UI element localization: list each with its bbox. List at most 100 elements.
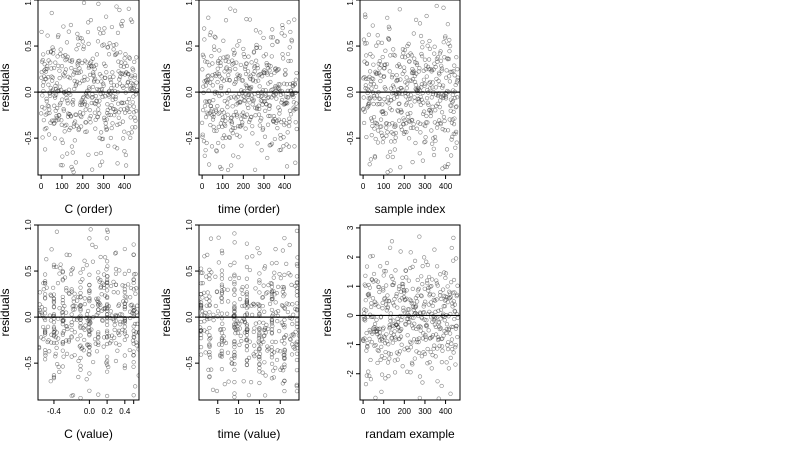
data-point bbox=[71, 124, 76, 129]
data-point bbox=[76, 358, 81, 364]
data-point bbox=[223, 58, 228, 64]
data-point bbox=[361, 338, 366, 343]
data-point bbox=[294, 318, 299, 323]
data-point bbox=[247, 339, 252, 344]
data-point bbox=[122, 129, 127, 134]
y-tick-label: 0.5 bbox=[24, 40, 33, 52]
data-point bbox=[122, 304, 127, 310]
data-point bbox=[119, 312, 125, 317]
data-point bbox=[45, 33, 50, 38]
x-tick-label: 0.0 bbox=[84, 407, 96, 416]
data-point bbox=[365, 340, 370, 346]
data-point bbox=[42, 327, 48, 333]
data-point bbox=[74, 112, 79, 117]
data-point bbox=[447, 37, 452, 43]
data-point bbox=[434, 3, 439, 9]
data-point bbox=[387, 323, 392, 328]
data-point bbox=[408, 92, 413, 98]
x-axis-title: time (order) bbox=[218, 202, 280, 216]
data-point bbox=[87, 321, 92, 326]
data-point bbox=[404, 121, 409, 126]
data-point bbox=[234, 60, 239, 65]
data-point bbox=[132, 332, 137, 337]
data-point bbox=[288, 337, 293, 342]
data-point bbox=[445, 343, 450, 348]
data-point bbox=[370, 76, 375, 81]
data-point bbox=[221, 334, 226, 339]
x-tick-label: 200 bbox=[398, 407, 412, 416]
data-point bbox=[267, 301, 273, 306]
data-point bbox=[441, 5, 446, 10]
data-point bbox=[52, 103, 57, 108]
data-point bbox=[90, 167, 95, 172]
data-point bbox=[232, 391, 237, 396]
data-point bbox=[392, 139, 397, 144]
data-point bbox=[255, 63, 260, 68]
data-point bbox=[214, 149, 219, 154]
data-point bbox=[63, 57, 68, 63]
data-point bbox=[445, 22, 450, 27]
data-point bbox=[435, 346, 440, 351]
data-point bbox=[269, 261, 275, 266]
data-point bbox=[104, 335, 110, 340]
data-point bbox=[131, 393, 136, 398]
data-point bbox=[291, 332, 296, 337]
data-point bbox=[455, 292, 460, 298]
data-point bbox=[370, 54, 375, 59]
data-point bbox=[51, 296, 57, 302]
data-point bbox=[437, 324, 442, 330]
data-point bbox=[289, 39, 294, 44]
y-axis-title: residuals bbox=[0, 288, 12, 336]
data-point bbox=[230, 104, 235, 109]
points-sample-index bbox=[360, 3, 460, 175]
data-point bbox=[431, 292, 436, 297]
data-point bbox=[54, 340, 59, 346]
data-point bbox=[396, 325, 401, 330]
data-point bbox=[379, 372, 385, 377]
data-point bbox=[41, 52, 46, 57]
data-point bbox=[116, 303, 121, 308]
data-point bbox=[244, 299, 249, 304]
data-point bbox=[398, 165, 403, 170]
data-point bbox=[269, 72, 274, 78]
data-point bbox=[60, 340, 65, 345]
data-point bbox=[65, 54, 70, 59]
data-point bbox=[449, 137, 454, 142]
points-time-value bbox=[199, 228, 299, 400]
data-point bbox=[277, 329, 282, 334]
data-point bbox=[380, 54, 385, 60]
data-point bbox=[397, 349, 403, 354]
data-point bbox=[281, 144, 286, 149]
data-point bbox=[252, 69, 257, 74]
data-point bbox=[288, 29, 293, 35]
data-point bbox=[80, 266, 86, 272]
data-point bbox=[73, 160, 78, 165]
data-point bbox=[257, 307, 262, 312]
data-point bbox=[412, 95, 417, 100]
data-point bbox=[45, 111, 50, 116]
data-point bbox=[201, 84, 206, 89]
data-point bbox=[228, 263, 233, 268]
data-point bbox=[226, 59, 231, 64]
data-point bbox=[111, 279, 116, 284]
data-point bbox=[443, 34, 448, 39]
data-point bbox=[376, 40, 381, 45]
x-tick-label: 400 bbox=[439, 407, 453, 416]
data-point bbox=[67, 75, 73, 81]
data-point bbox=[429, 366, 434, 371]
data-point bbox=[96, 1, 101, 6]
data-point bbox=[219, 268, 225, 273]
data-point bbox=[85, 94, 90, 99]
data-point bbox=[96, 332, 101, 337]
data-point bbox=[403, 322, 408, 327]
data-point bbox=[269, 327, 275, 332]
data-point bbox=[434, 281, 440, 286]
data-point bbox=[370, 23, 375, 28]
data-point bbox=[68, 113, 73, 119]
data-point bbox=[122, 290, 127, 295]
data-point bbox=[263, 393, 268, 398]
data-point bbox=[269, 54, 274, 59]
data-point bbox=[384, 298, 389, 303]
